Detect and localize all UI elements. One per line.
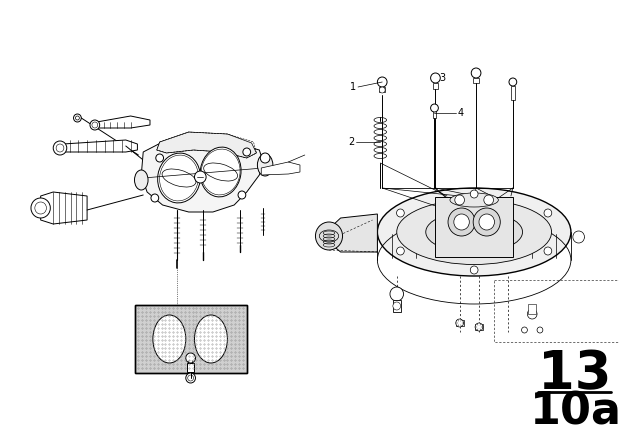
- Ellipse shape: [195, 315, 227, 363]
- Polygon shape: [141, 140, 263, 212]
- Circle shape: [74, 114, 81, 122]
- Circle shape: [537, 327, 543, 333]
- Text: 2: 2: [348, 137, 354, 147]
- Circle shape: [390, 287, 403, 301]
- Circle shape: [573, 231, 584, 243]
- Polygon shape: [261, 162, 300, 175]
- Circle shape: [431, 104, 438, 112]
- Circle shape: [188, 375, 193, 381]
- Circle shape: [31, 198, 51, 218]
- Circle shape: [92, 122, 98, 128]
- Polygon shape: [41, 192, 87, 224]
- Circle shape: [195, 171, 206, 183]
- Circle shape: [471, 68, 481, 78]
- Ellipse shape: [134, 170, 148, 190]
- Circle shape: [470, 190, 478, 198]
- Circle shape: [397, 247, 404, 255]
- Circle shape: [484, 195, 493, 205]
- Ellipse shape: [450, 193, 499, 207]
- Bar: [475, 324, 483, 330]
- Circle shape: [380, 87, 385, 93]
- Bar: [136, 305, 247, 373]
- Bar: [529, 304, 536, 314]
- Bar: [511, 86, 515, 100]
- Circle shape: [473, 208, 500, 236]
- Circle shape: [431, 73, 440, 83]
- Circle shape: [397, 209, 404, 217]
- Circle shape: [186, 373, 195, 383]
- Circle shape: [509, 78, 516, 86]
- Circle shape: [527, 309, 537, 319]
- Circle shape: [448, 208, 475, 236]
- Circle shape: [53, 141, 67, 155]
- Circle shape: [316, 222, 342, 250]
- Circle shape: [454, 214, 469, 230]
- Circle shape: [393, 302, 401, 310]
- Ellipse shape: [378, 188, 571, 276]
- Circle shape: [90, 120, 100, 130]
- Circle shape: [479, 214, 495, 230]
- Circle shape: [475, 323, 483, 331]
- Polygon shape: [157, 132, 257, 158]
- Ellipse shape: [426, 211, 522, 253]
- Circle shape: [456, 319, 463, 327]
- Text: 13: 13: [538, 348, 611, 400]
- Circle shape: [151, 194, 159, 202]
- Text: 10a: 10a: [531, 390, 622, 433]
- Polygon shape: [63, 140, 138, 152]
- Circle shape: [156, 154, 164, 162]
- Bar: [435, 197, 513, 257]
- Circle shape: [238, 191, 246, 199]
- Bar: [433, 83, 438, 89]
- Circle shape: [56, 144, 64, 152]
- Ellipse shape: [257, 154, 273, 176]
- Ellipse shape: [153, 315, 186, 363]
- Circle shape: [260, 153, 270, 163]
- Bar: [456, 320, 463, 326]
- Ellipse shape: [200, 147, 241, 197]
- Circle shape: [76, 116, 79, 120]
- Circle shape: [544, 209, 552, 217]
- Bar: [433, 110, 436, 118]
- Text: 3: 3: [439, 73, 445, 83]
- Ellipse shape: [397, 199, 552, 264]
- Circle shape: [186, 353, 195, 363]
- Circle shape: [470, 266, 478, 274]
- Bar: [380, 87, 385, 92]
- Circle shape: [35, 202, 47, 214]
- Text: 4: 4: [458, 108, 464, 118]
- Circle shape: [455, 195, 465, 205]
- Circle shape: [243, 148, 251, 156]
- Bar: [473, 78, 479, 83]
- Circle shape: [378, 77, 387, 87]
- Circle shape: [544, 247, 552, 255]
- Polygon shape: [331, 214, 378, 252]
- Bar: [393, 300, 401, 312]
- Polygon shape: [97, 116, 150, 128]
- Bar: [187, 363, 195, 372]
- Ellipse shape: [157, 153, 200, 203]
- Bar: [136, 305, 247, 373]
- Text: 1: 1: [350, 82, 356, 92]
- Circle shape: [522, 327, 527, 333]
